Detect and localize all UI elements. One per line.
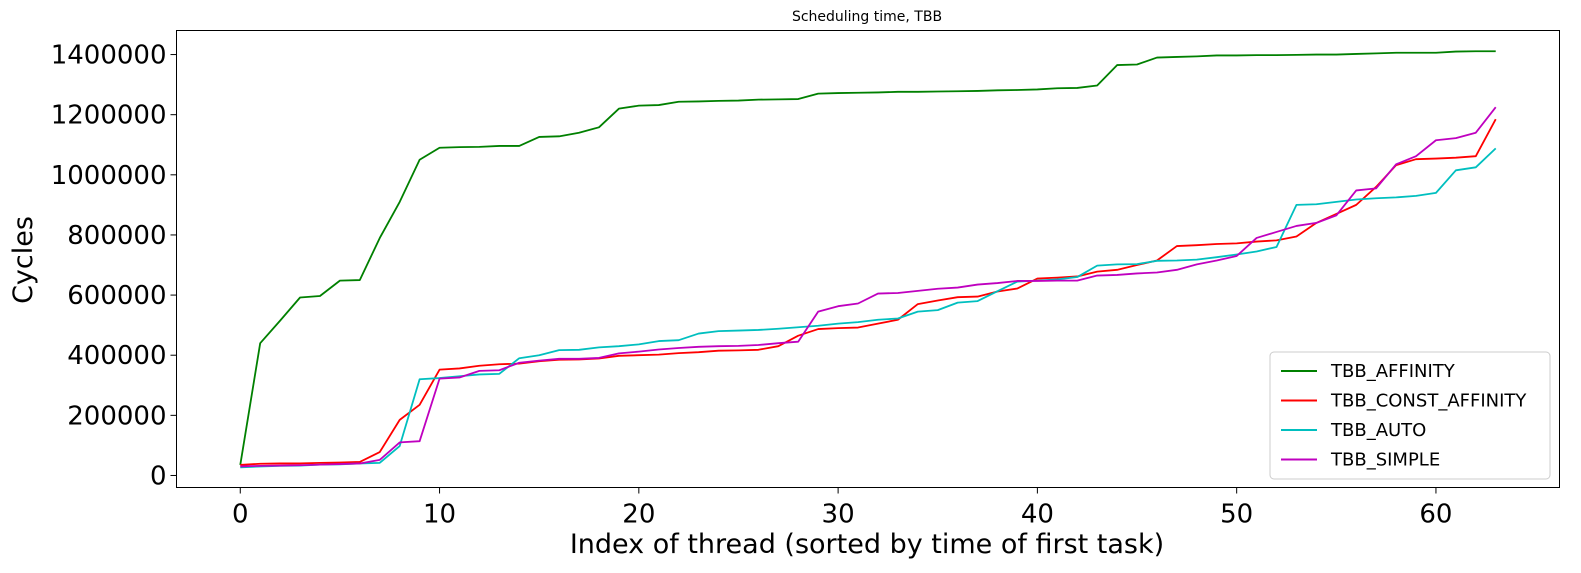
- x-tick-label-0: 0: [232, 500, 249, 530]
- x-tick-label-6: 60: [1419, 500, 1452, 530]
- y-tick-label-1: 200000: [67, 401, 166, 431]
- x-axis-ticks: 0 10 20 30 40 50 60: [232, 487, 1452, 530]
- x-tick-label-4: 40: [1021, 500, 1054, 530]
- series-layer: [239, 50, 1497, 469]
- legend-label-3: TBB_SIMPLE: [1330, 450, 1440, 471]
- legend-label-2: TBB_AUTO: [1330, 420, 1426, 441]
- y-tick-label-7: 1400000: [51, 41, 167, 71]
- series-line-3: [240, 106, 1497, 468]
- y-axis-label: Cycles: [8, 216, 39, 304]
- y-tick-label-4: 800000: [67, 221, 166, 251]
- y-tick-label-5: 1000000: [51, 161, 167, 191]
- legend: TBB_AFFINITY TBB_CONST_AFFINITY TBB_AUTO TB…: [1269, 351, 1551, 480]
- y-axis-ticks: 0 200000 400000 600000 800000 1000000 1200000 1…: [51, 41, 177, 491]
- plot-frame: [176, 30, 1560, 488]
- y-tick-label-6: 1200000: [51, 101, 167, 131]
- x-tick-label-1: 10: [423, 500, 456, 530]
- x-tick-label-2: 20: [622, 500, 655, 530]
- x-tick-label-5: 50: [1220, 500, 1253, 530]
- series-line-1: [240, 118, 1497, 466]
- y-tick-label-3: 600000: [67, 281, 166, 311]
- chart-title: Scheduling time, TBB: [792, 9, 942, 25]
- y-tick-label-0: 0: [150, 461, 167, 491]
- legend-box: [1269, 351, 1551, 480]
- legend-items: TBB_AFFINITY TBB_CONST_AFFINITY TBB_AUTO TB…: [1281, 361, 1527, 471]
- series-line-0: [239, 50, 1496, 466]
- x-axis-label: Index of thread (sorted by time of first…: [570, 529, 1164, 560]
- y-tick-label-2: 400000: [67, 341, 166, 371]
- legend-label-0: TBB_AFFINITY: [1330, 361, 1456, 382]
- x-tick-label-3: 30: [822, 500, 855, 530]
- legend-label-1: TBB_CONST_AFFINITY: [1330, 391, 1527, 412]
